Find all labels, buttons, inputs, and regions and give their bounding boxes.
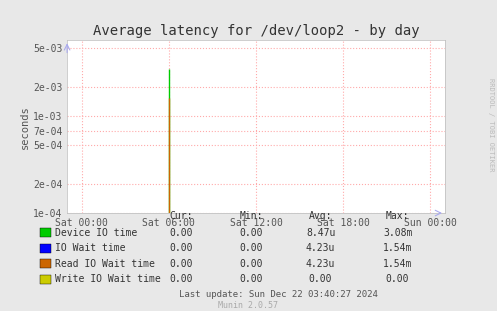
Text: Device IO time: Device IO time bbox=[55, 228, 137, 238]
Y-axis label: seconds: seconds bbox=[20, 105, 30, 149]
Text: Max:: Max: bbox=[386, 211, 410, 221]
Text: 0.00: 0.00 bbox=[169, 228, 193, 238]
Text: 1.54m: 1.54m bbox=[383, 243, 413, 253]
Text: 0.00: 0.00 bbox=[169, 274, 193, 284]
Text: Last update: Sun Dec 22 03:40:27 2024: Last update: Sun Dec 22 03:40:27 2024 bbox=[179, 290, 378, 299]
Text: 0.00: 0.00 bbox=[239, 243, 263, 253]
Title: Average latency for /dev/loop2 - by day: Average latency for /dev/loop2 - by day bbox=[92, 24, 419, 38]
Text: Write IO Wait time: Write IO Wait time bbox=[55, 274, 161, 284]
Text: Avg:: Avg: bbox=[309, 211, 332, 221]
Text: 0.00: 0.00 bbox=[386, 274, 410, 284]
Text: 0.00: 0.00 bbox=[169, 259, 193, 269]
Text: Min:: Min: bbox=[239, 211, 263, 221]
Text: Read IO Wait time: Read IO Wait time bbox=[55, 259, 155, 269]
Text: 0.00: 0.00 bbox=[239, 259, 263, 269]
Text: 1.54m: 1.54m bbox=[383, 259, 413, 269]
Text: 0.00: 0.00 bbox=[309, 274, 332, 284]
Text: Cur:: Cur: bbox=[169, 211, 193, 221]
Text: 0.00: 0.00 bbox=[239, 274, 263, 284]
Text: 0.00: 0.00 bbox=[169, 243, 193, 253]
Text: 4.23u: 4.23u bbox=[306, 243, 335, 253]
Text: IO Wait time: IO Wait time bbox=[55, 243, 125, 253]
Text: 0.00: 0.00 bbox=[239, 228, 263, 238]
Text: RRDTOOL / TOBI OETIKER: RRDTOOL / TOBI OETIKER bbox=[488, 78, 494, 171]
Text: Munin 2.0.57: Munin 2.0.57 bbox=[219, 301, 278, 310]
Text: 4.23u: 4.23u bbox=[306, 259, 335, 269]
Text: 8.47u: 8.47u bbox=[306, 228, 335, 238]
Text: 3.08m: 3.08m bbox=[383, 228, 413, 238]
